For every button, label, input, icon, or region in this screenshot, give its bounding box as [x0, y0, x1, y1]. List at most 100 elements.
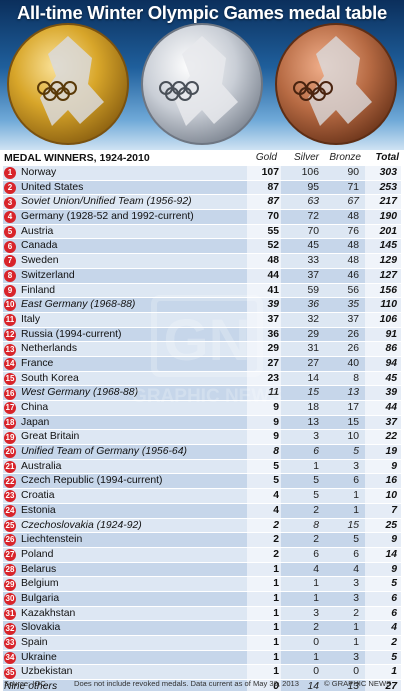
- table-row: 32 Slovakia 1 2 1 4: [3, 621, 401, 636]
- bronze-count: 13: [347, 387, 359, 399]
- rank-badge: 26: [4, 534, 16, 547]
- table-row: 12 Russia (1994-current) 36 29 26 91: [3, 327, 401, 343]
- silver-count: 63: [307, 196, 319, 208]
- gold-count: 9: [273, 416, 279, 428]
- total-count: 91: [385, 328, 397, 340]
- total-count: 22: [385, 431, 397, 443]
- total-count: 2: [391, 637, 397, 648]
- table-row: 18 Japan 9 13 15 37: [3, 415, 401, 431]
- table-row: 5 Austria 55 70 76 201: [3, 224, 401, 240]
- footer-note: Does not include revoked medals. Data cu…: [74, 679, 299, 688]
- rank-badge: 2: [4, 181, 16, 194]
- country-name: Spain: [21, 637, 48, 648]
- silver-count: 2: [313, 504, 319, 516]
- silver-count: 72: [307, 211, 319, 223]
- table-row: 35 Uzbekistan 1 0 0 1: [3, 665, 401, 681]
- bronze-count: 26: [347, 328, 359, 340]
- silver-count: 4: [313, 563, 319, 575]
- silver-count: 13: [307, 416, 319, 428]
- gold-count: 4: [273, 504, 279, 516]
- gold-count: 1: [273, 563, 279, 575]
- total-count: 1: [391, 666, 397, 678]
- silver-count: 2: [313, 534, 319, 546]
- rank-badge: 20: [4, 446, 16, 459]
- bronze-count: 48: [347, 211, 359, 223]
- header-silver: Silver: [293, 152, 319, 163]
- silver-count: 59: [307, 284, 319, 296]
- silver-count: 27: [307, 357, 319, 369]
- gold-count: 48: [267, 255, 279, 267]
- country-name: Uzbekistan: [21, 666, 73, 678]
- table-row: 8 Switzerland 44 37 46 127: [3, 268, 401, 284]
- hero-banner: All-time Winter Olympic Games medal tabl…: [0, 0, 404, 150]
- silver-count: 33: [307, 255, 319, 267]
- silver-count: 106: [301, 167, 319, 178]
- total-count: 127: [379, 269, 397, 281]
- total-count: 110: [380, 299, 397, 311]
- country-name: Kazakhstan: [21, 607, 76, 619]
- country-name: Czech Republic (1994-current): [21, 475, 163, 487]
- silver-count: 1: [313, 592, 319, 604]
- silver-count: 5: [313, 490, 319, 502]
- rank-badge: 34: [4, 651, 16, 664]
- rank-badge: 1: [4, 167, 16, 180]
- silver-count: 37: [307, 269, 319, 281]
- rank-badge: 17: [4, 402, 16, 415]
- silver-count: 8: [313, 519, 319, 531]
- table-row: 30 Bulgaria 1 1 3 6: [3, 591, 401, 607]
- table-title: MEDAL WINNERS, 1924-2010: [4, 152, 150, 164]
- rank-badge: 25: [4, 519, 16, 532]
- bronze-count: 8: [353, 372, 359, 384]
- silver-count: 0: [313, 637, 319, 648]
- country-name: Norway: [21, 167, 57, 178]
- rank-badge: 14: [4, 358, 16, 371]
- country-name: Austria: [21, 225, 54, 237]
- table-row: 20 Unified Team of Germany (1956-64) 8 6 5 19: [3, 445, 401, 460]
- country-name: West Germany (1968-88): [21, 387, 139, 399]
- table-row: 33 Spain 1 0 1 2: [3, 636, 401, 651]
- total-count: 106: [379, 313, 397, 325]
- gold-count: 70: [267, 211, 279, 223]
- total-count: 45: [385, 372, 397, 384]
- total-count: 16: [385, 475, 397, 487]
- gold-count: 1: [273, 622, 279, 634]
- table-row: 13 Netherlands 29 31 26 86: [3, 342, 401, 357]
- bronze-count: 26: [347, 343, 359, 355]
- total-count: 10: [385, 490, 397, 502]
- table-row: 21 Australia 5 1 3 9: [3, 459, 401, 475]
- total-count: 94: [385, 357, 397, 369]
- country-name: United States: [21, 181, 84, 193]
- rank-badge: 13: [4, 343, 16, 356]
- total-count: 39: [385, 387, 397, 399]
- bronze-count: 76: [347, 225, 359, 237]
- rank-badge: 32: [4, 622, 16, 635]
- total-count: 4: [391, 622, 397, 634]
- gold-count: 8: [273, 446, 279, 458]
- medal-table: 1 Norway 107 106 90 303 2 United States 87 95 71 25…: [3, 166, 401, 691]
- table-row: 34 Ukraine 1 1 3 5: [3, 650, 401, 666]
- bronze-count: 1: [353, 504, 359, 516]
- bronze-medal: [275, 23, 397, 145]
- gold-count: 55: [267, 225, 279, 237]
- gold-count: 0: [273, 681, 279, 691]
- table-row: 31 Kazakhstan 1 3 2 6: [3, 606, 401, 622]
- bronze-count: 15: [347, 416, 359, 428]
- country-name: Sweden: [21, 255, 59, 267]
- gold-count: 39: [267, 299, 279, 311]
- silver-count: 45: [307, 240, 319, 252]
- silver-count: 0: [313, 666, 319, 678]
- country-name: France: [21, 357, 54, 369]
- country-name: Czechoslovakia (1924-92): [21, 519, 142, 531]
- country-name: Finland: [21, 284, 56, 296]
- total-count: 217: [379, 196, 397, 208]
- gold-count: 11: [268, 387, 279, 399]
- gold-count: 41: [267, 284, 279, 296]
- country-name: Canada: [21, 240, 58, 252]
- table-row: 29 Belgium 1 1 3 5: [3, 577, 401, 592]
- gold-count: 9: [273, 402, 279, 413]
- table-row: 11 Italy 37 32 37 106: [3, 312, 401, 328]
- gold-count: 1: [273, 651, 279, 663]
- bronze-count: 6: [353, 548, 359, 560]
- silver-count: 1: [313, 651, 319, 663]
- country-name: Slovakia: [21, 622, 61, 634]
